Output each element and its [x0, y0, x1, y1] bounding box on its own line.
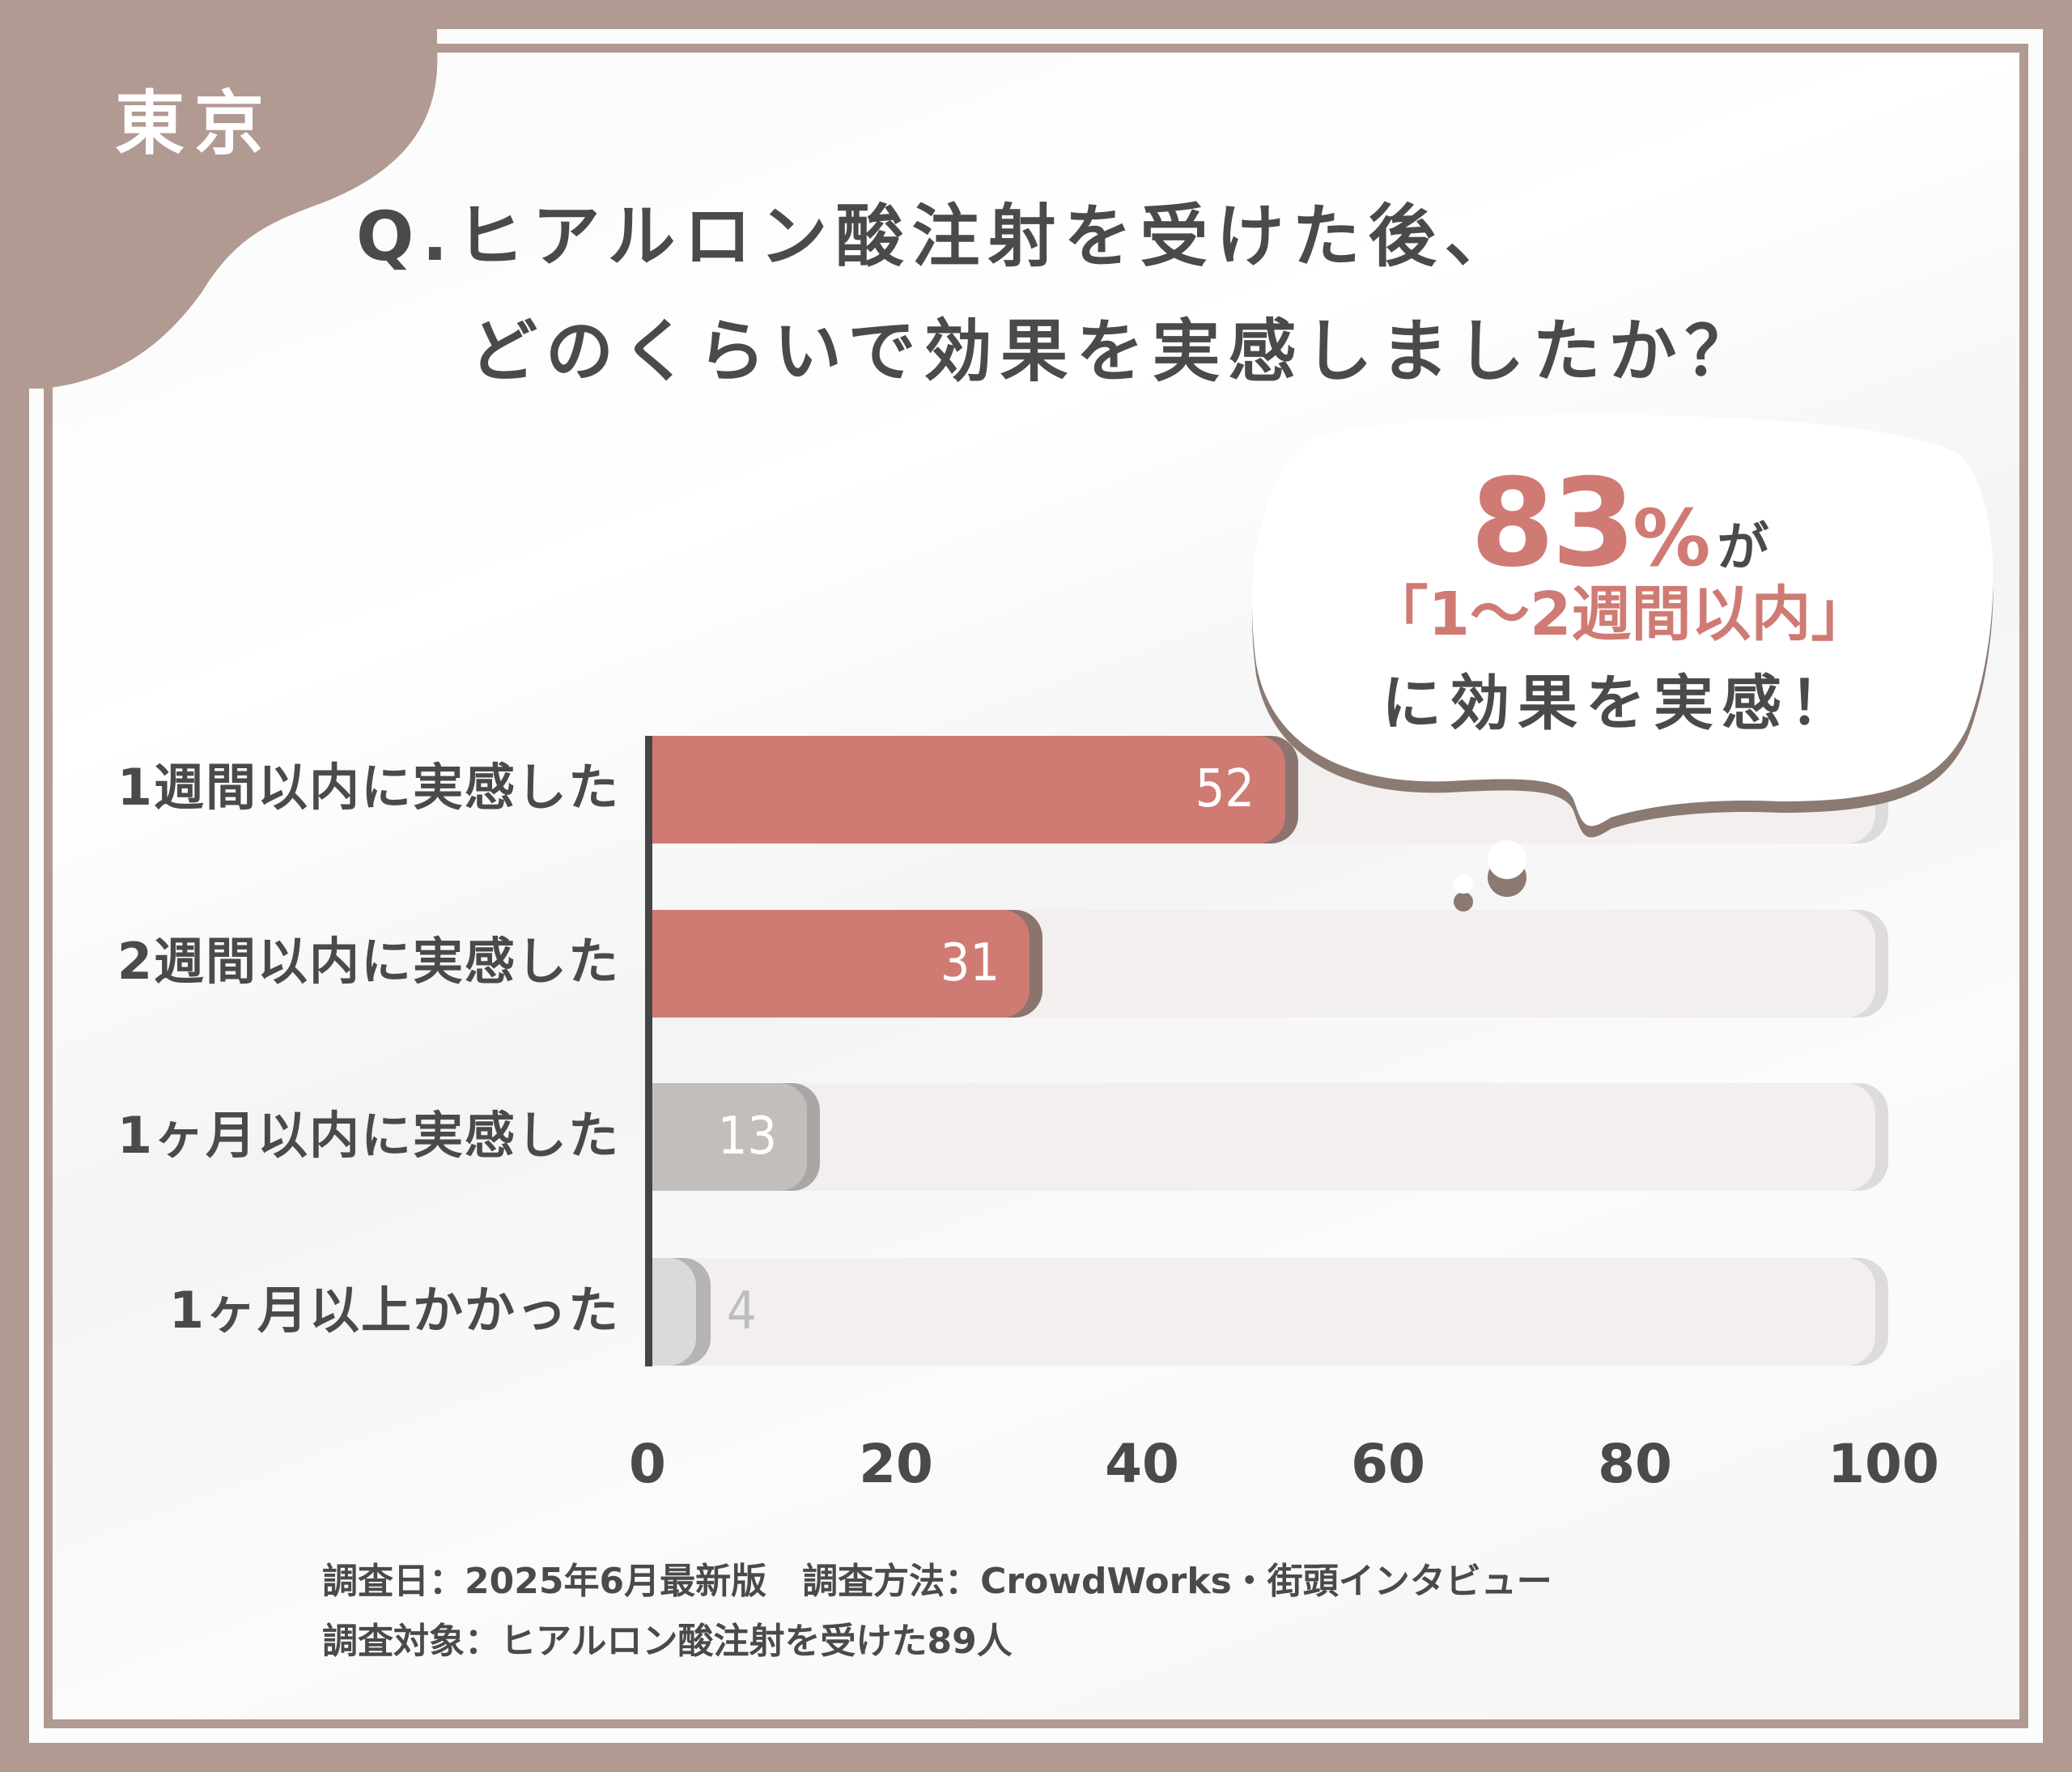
x-tick: 40: [1105, 1433, 1179, 1495]
region-tag-blob: [0, 0, 438, 389]
bar-1-week: [652, 736, 1285, 844]
bar-over-1-month: [652, 1258, 696, 1366]
bar-value: 52: [1195, 759, 1255, 819]
x-tick: 80: [1598, 1433, 1672, 1495]
row-label: 2週間以内に実感した: [117, 932, 620, 991]
bar-track: [652, 1258, 1875, 1366]
row-label: 1週間以内に実感した: [117, 758, 620, 817]
callout-percent-number: 83: [1470, 453, 1637, 594]
inner-frame-line: [44, 44, 2028, 1728]
row-label: 1ヶ月以上かかった: [168, 1281, 620, 1340]
x-tick: 0: [629, 1433, 666, 1495]
bar-2-weeks: [652, 910, 1030, 1018]
row-label: 1ヶ月以内に実感した: [117, 1106, 620, 1165]
y-axis-line: [645, 736, 652, 1366]
callout-highlight: 「1～2週間以内」: [1368, 580, 1871, 649]
bar-value: 4: [727, 1281, 757, 1341]
survey-info-line1: 調査日：2025年6月最新版 調査方法：CrowdWorks・街頭インタビュー: [322, 1561, 1552, 1602]
x-tick: 20: [859, 1433, 933, 1495]
infographic-canvas: [53, 53, 2019, 1719]
survey-info-line2: 調査対象：ヒアルロン酸注射を受けた89人: [322, 1621, 1013, 1662]
x-tick: 100: [1828, 1433, 1939, 1495]
question-title-line1: Q.ヒアルロン酸注射を受けた後、: [356, 197, 1521, 276]
callout-percent-line: 83% が: [1250, 463, 1989, 584]
bar-value: 13: [717, 1107, 777, 1166]
region-tag-label: 東京: [115, 83, 274, 164]
bar-value: 31: [940, 933, 1000, 993]
bar-1-month: [652, 1083, 807, 1191]
callout-bubble: [1252, 426, 1993, 911]
callout-percent-sign: %: [1633, 493, 1711, 584]
question-title-line2: どのくらいで効果を実感しましたか？: [469, 312, 1761, 391]
callout-particle: が: [1717, 518, 1769, 578]
x-tick: 60: [1351, 1433, 1425, 1495]
bar-track: [652, 1083, 1875, 1191]
callout-tail-text: に効果を実感！: [1382, 669, 1858, 738]
